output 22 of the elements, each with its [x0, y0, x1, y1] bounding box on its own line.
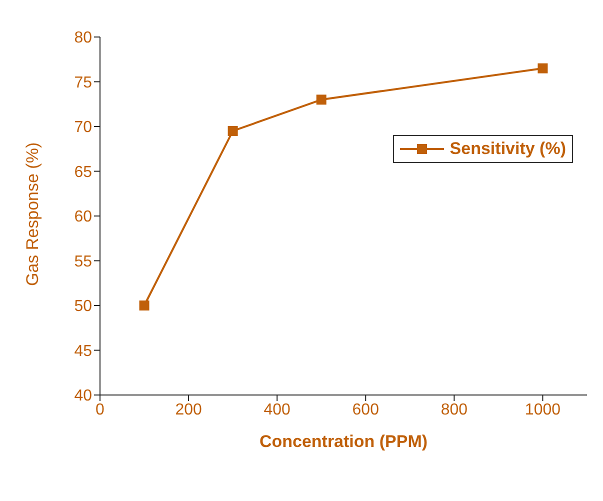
x-tick-label: 0 — [96, 401, 105, 418]
y-tick-label: 50 — [74, 298, 92, 316]
y-tick-label: 65 — [74, 164, 92, 181]
y-tick-label: 75 — [74, 74, 92, 92]
legend-label: Sensitivity (%) — [450, 139, 566, 159]
point — [316, 94, 326, 105]
x-tick-label: 200 — [175, 401, 202, 418]
y-tick-label: 55 — [74, 253, 92, 270]
x-tick-label: 400 — [264, 401, 291, 418]
y-tick-label: 60 — [74, 208, 92, 226]
y-tick-label: 80 — [74, 30, 92, 47]
point — [538, 63, 548, 74]
y-axis-title: Gas Response (%) — [23, 142, 42, 286]
y-tick-label: 40 — [74, 388, 92, 405]
x-axis-title: Concentration (PPM) — [259, 432, 428, 451]
y-tick-label: 70 — [74, 119, 92, 136]
y-tick-label: 45 — [74, 342, 92, 360]
x-tick-label: 1000 — [524, 401, 561, 418]
point — [139, 300, 150, 310]
x-tick-label: 600 — [352, 401, 380, 418]
point — [228, 126, 238, 136]
x-tick-label: 800 — [440, 401, 468, 418]
